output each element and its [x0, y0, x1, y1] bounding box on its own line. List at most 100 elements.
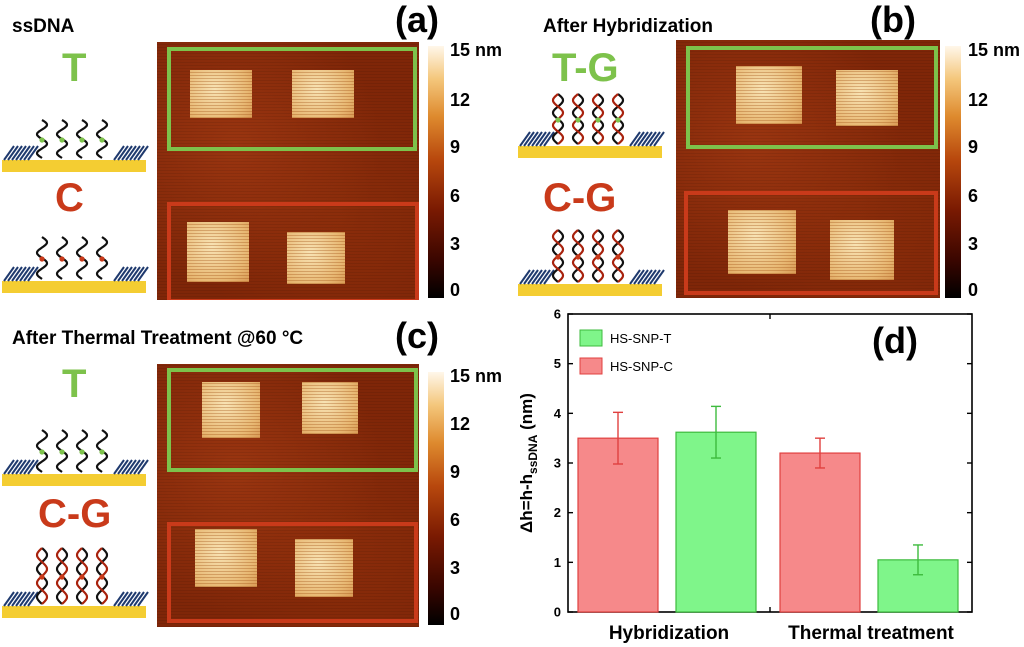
hatch-mark [629, 269, 641, 285]
snp-marker [99, 256, 105, 262]
thermal-cg-schematic [2, 547, 149, 618]
afm-pad [292, 70, 354, 118]
gold-substrate [518, 284, 662, 296]
hatch-mark [133, 459, 145, 475]
hatch-mark [137, 591, 149, 607]
panel-b-bottom-letter: C-G [543, 176, 617, 220]
y-tick-label: 0 [554, 605, 561, 620]
hatch-mark [3, 459, 15, 475]
hatch-mark [7, 145, 19, 161]
snp-marker [39, 449, 45, 455]
hatch-mark [23, 145, 35, 161]
ssdna-c-schematic [2, 236, 149, 293]
colorbar-tick: 6 [450, 186, 461, 206]
hatch-mark [113, 459, 125, 475]
hatch-mark [121, 591, 133, 607]
hatch-mark [19, 459, 31, 475]
hatch-mark [535, 269, 547, 285]
hatch-mark [23, 591, 35, 607]
colorbar-tick: 6 [968, 186, 979, 206]
snp-marker [39, 256, 45, 262]
hatch-mark [641, 269, 653, 285]
ssdna-t-schematic [2, 119, 149, 172]
hatch-mark [15, 145, 27, 161]
panel-a-top-letter: T [62, 46, 87, 90]
panel-b-label: (b) [870, 0, 916, 40]
hatch-mark [129, 459, 141, 475]
hybrid-tg-schematic [518, 93, 665, 158]
hatch-mark [137, 266, 149, 282]
colorbar-tick: 15 nm [968, 40, 1021, 60]
snp-marker [595, 254, 601, 260]
snp-marker [99, 574, 105, 580]
colorbar-tick: 3 [450, 234, 461, 254]
hatch-mark [19, 591, 31, 607]
hatch-mark [7, 266, 19, 282]
colorbar-tick: 0 [450, 604, 461, 624]
snp-marker [59, 574, 65, 580]
hatch-mark [645, 269, 657, 285]
hatch-mark [125, 266, 137, 282]
hatch-mark [523, 131, 535, 147]
panel-a-bottom-letter: C [55, 176, 84, 220]
hatch-mark [11, 145, 23, 161]
hatch-mark [649, 131, 661, 147]
hatch-mark [535, 131, 547, 147]
hatch-mark [125, 591, 137, 607]
afm-pad [836, 70, 898, 126]
panel-c-bottom-letter: C-G [38, 492, 112, 536]
hatch-mark [117, 591, 129, 607]
afm-image-c [157, 364, 419, 627]
hatch-mark [523, 269, 535, 285]
y-axis-label: Δh=h-hssDNA (nm) [517, 393, 540, 533]
snp-marker [59, 449, 65, 455]
hatch-mark [117, 459, 129, 475]
snp-marker [555, 117, 561, 123]
afm-pad [187, 222, 249, 282]
afm-image-a [157, 42, 419, 300]
gold-substrate [2, 281, 146, 293]
hatch-mark [531, 269, 543, 285]
hatch-mark [539, 269, 551, 285]
afm-image-b [676, 40, 940, 298]
hatch-mark [125, 145, 137, 161]
panel-c-top-letter: T [62, 362, 87, 406]
colorbar-tick: 12 [450, 90, 471, 110]
afm-pad [728, 210, 796, 274]
hatch-mark [113, 266, 125, 282]
bar-hs-snp-c [779, 452, 861, 613]
afm-pad [202, 382, 260, 438]
colorbar-tick: 9 [968, 137, 979, 157]
snp-marker [575, 117, 581, 123]
gold-substrate [2, 606, 146, 618]
red-frame [167, 522, 418, 623]
colorbar-tick: 9 [450, 462, 461, 482]
hatch-mark [15, 591, 27, 607]
snp-marker [39, 574, 45, 580]
colorbar-tick: 15 nm [450, 366, 503, 386]
snp-marker [615, 117, 621, 123]
snp-marker [575, 254, 581, 260]
snp-marker [59, 137, 65, 143]
y-tick-label: 6 [554, 307, 561, 322]
hatch-mark [19, 266, 31, 282]
hatch-mark [7, 459, 19, 475]
hatch-mark [543, 269, 555, 285]
hatch-mark [137, 459, 149, 475]
snp-marker [555, 254, 561, 260]
hatch-mark [27, 591, 39, 607]
hatch-mark [113, 591, 125, 607]
hatch-mark [519, 131, 531, 147]
gold-substrate [2, 474, 146, 486]
panel-b-top-letter: T-G [552, 46, 619, 90]
hatch-mark [113, 145, 125, 161]
hatch-mark [653, 269, 665, 285]
hatch-mark [27, 266, 39, 282]
hatch-mark [117, 145, 129, 161]
colorbar-tick: 0 [450, 280, 461, 300]
hatch-mark [531, 131, 543, 147]
hatch-mark [641, 131, 653, 147]
x-group-label: Thermal treatment [788, 623, 954, 644]
hatch-mark [543, 131, 555, 147]
colorbar-tick: 0 [968, 280, 979, 300]
